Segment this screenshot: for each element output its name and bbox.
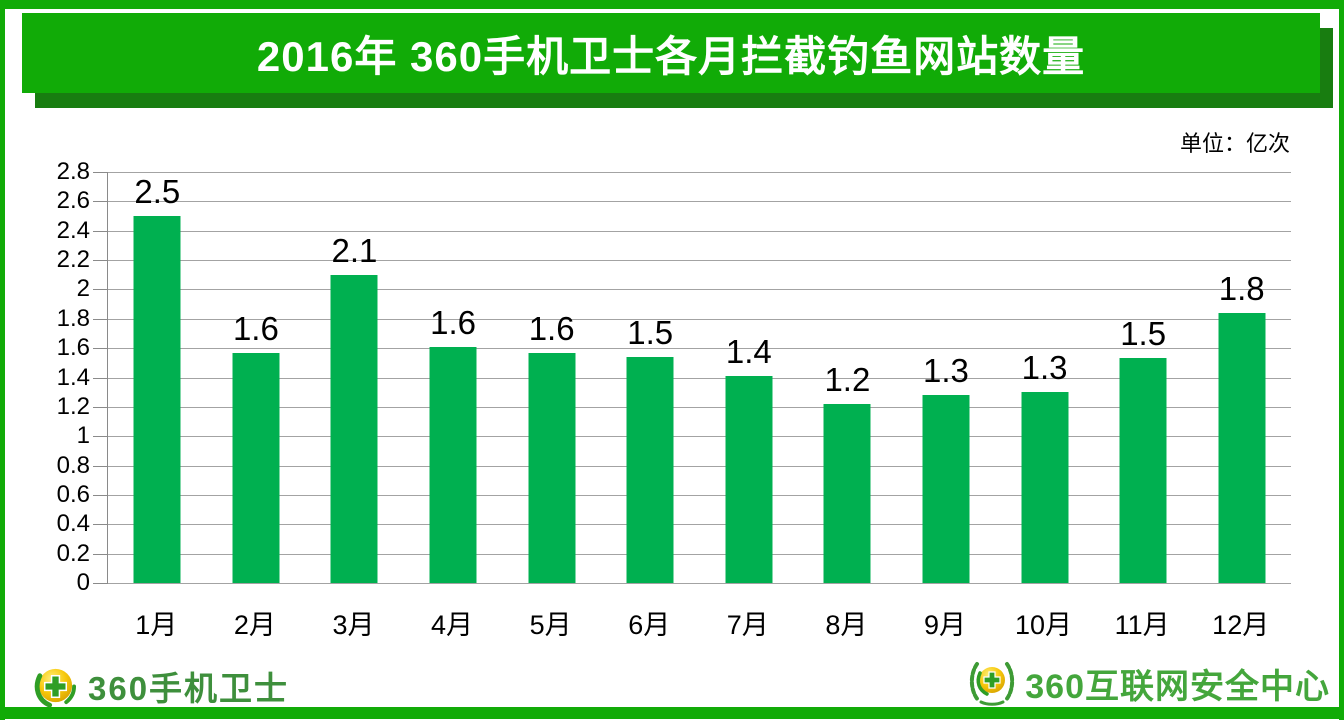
gridline: [108, 406, 1291, 408]
y-tick-label: 0.4: [56, 510, 90, 538]
bar-1月: [133, 216, 181, 583]
gridline: [108, 230, 1291, 232]
y-tick-label: 0.2: [56, 539, 90, 567]
frame-right-border: [1339, 0, 1344, 720]
x-axis-label: 6月: [628, 610, 671, 640]
footer-left-logo-text: 360手机卫士: [88, 670, 290, 707]
y-axis-tick: [93, 172, 108, 173]
y-axis-tick: [93, 318, 108, 320]
gridline: [108, 494, 1291, 496]
bar-value-label: 2.1: [331, 231, 378, 269]
y-axis-tick: [93, 260, 108, 262]
bar-value-label: 1.4: [725, 333, 772, 371]
y-tick-label: 0.8: [56, 451, 90, 479]
y-tick-label: 2.2: [56, 246, 90, 274]
y-axis-tick: [93, 583, 108, 584]
bar-6月: [626, 356, 674, 583]
title-banner: 2016年 360手机卫士各月拦截钓鱼网站数量: [22, 13, 1320, 93]
x-axis-label: 5月: [529, 610, 572, 640]
gridline: [108, 553, 1291, 555]
360-security-center-wreath-icon: [970, 662, 1015, 706]
bar-value-label: 1.3: [1021, 349, 1068, 387]
gridline: [108, 172, 1291, 173]
y-axis-tick: [93, 289, 108, 291]
y-axis-tick: [93, 406, 108, 408]
y-axis-tick: [93, 377, 108, 379]
360-mobile-guard-ball-icon: [34, 668, 77, 708]
bar-value-label: 1.6: [232, 309, 279, 347]
y-tick-label: 1.8: [56, 304, 90, 332]
y-tick-label: 1: [76, 422, 90, 450]
page-title: 2016年 360手机卫士各月拦截钓鱼网站数量: [256, 32, 1086, 80]
bar-11月: [1119, 358, 1167, 583]
y-axis-tick: [93, 436, 108, 438]
y-axis-tick: [93, 524, 108, 526]
frame-left-border: [0, 0, 5, 720]
y-tick-label: 2.4: [56, 216, 90, 244]
y-axis-tick: [93, 230, 108, 232]
y-axis-tick: [93, 465, 108, 467]
bar-4月: [429, 346, 477, 583]
bar-2月: [232, 352, 280, 583]
x-axis-label: 4月: [431, 610, 474, 640]
bar-value-label: 2.5: [134, 173, 181, 211]
y-tick-label: 2.8: [56, 158, 90, 185]
frame-bottom-border: [0, 707, 1344, 719]
y-tick-label: 1.2: [56, 392, 90, 420]
x-axis-label: 9月: [923, 610, 966, 640]
bar-value-label: 1.6: [528, 309, 575, 347]
x-axis-label: 12月: [1212, 610, 1270, 640]
gridline: [108, 348, 1291, 350]
bar-12月: [1218, 312, 1266, 583]
bar-value-label: 1.5: [1120, 315, 1167, 353]
y-tick-label: 1.4: [56, 363, 90, 391]
y-tick-label: 2: [76, 275, 90, 303]
bar-5月: [528, 352, 576, 583]
plot-area: 2.5 1.6 2.1 1.6 1.6 1.5 1.4 1.2 1.3 1.3 1.5 1.8: [93, 172, 1291, 584]
x-axis-label: 10月: [1015, 610, 1073, 640]
bar-7月: [725, 376, 773, 583]
bar-9月: [922, 395, 970, 583]
bar-value-label: 1.8: [1218, 269, 1265, 307]
footer-right-logo: 360互联网安全中心: [967, 658, 1330, 708]
gridline: [108, 436, 1291, 438]
gridline: [108, 377, 1291, 379]
bar-8月: [823, 403, 871, 583]
y-tick-label: 0.6: [56, 480, 90, 508]
y-axis-tick: [93, 348, 108, 350]
x-axis-label: 8月: [825, 610, 868, 640]
gridline: [108, 318, 1291, 320]
x-axis-label: 1月: [135, 610, 178, 640]
y-axis-tick: [93, 553, 108, 555]
x-axis-label: 3月: [332, 610, 375, 640]
gridline: [108, 260, 1291, 262]
y-axis-tick: [93, 494, 108, 496]
gridline: [108, 583, 1291, 584]
frame-top-border: [0, 0, 1344, 9]
gridline: [108, 289, 1291, 291]
bar-10月: [1021, 392, 1069, 583]
y-axis-labels: 2.8 2.6 2.4 2.2 2 1.8 1.6 1.4 1.2 1 0.8 0.6 0.4 0.2 0: [0, 158, 90, 596]
bar-3月: [330, 274, 378, 583]
footer-left-logo: 360手机卫士: [34, 662, 289, 710]
y-tick-label: 2.6: [56, 187, 90, 215]
bar-value-label: 1.2: [824, 360, 871, 398]
x-axis-label: 2月: [233, 610, 276, 640]
gridline: [108, 201, 1291, 203]
y-tick-label: 0: [76, 569, 90, 596]
footer-right-logo-text: 360互联网安全中心: [1025, 667, 1330, 706]
bar-value-label: 1.6: [430, 303, 476, 341]
gridline: [108, 524, 1291, 526]
gridline: [108, 465, 1291, 467]
bar-value-label: 1.3: [923, 352, 969, 390]
bar-value-label: 1.5: [627, 313, 674, 351]
y-axis-tick: [93, 201, 108, 203]
x-axis-labels: 1月 2月 3月 4月 5月 6月 7月 8月 9月 10月 11月 12月: [107, 603, 1290, 648]
y-tick-label: 1.6: [56, 334, 90, 362]
x-axis-label: 11月: [1114, 610, 1170, 640]
unit-label: 单位：亿次: [1179, 131, 1290, 156]
x-axis-label: 7月: [726, 610, 769, 640]
